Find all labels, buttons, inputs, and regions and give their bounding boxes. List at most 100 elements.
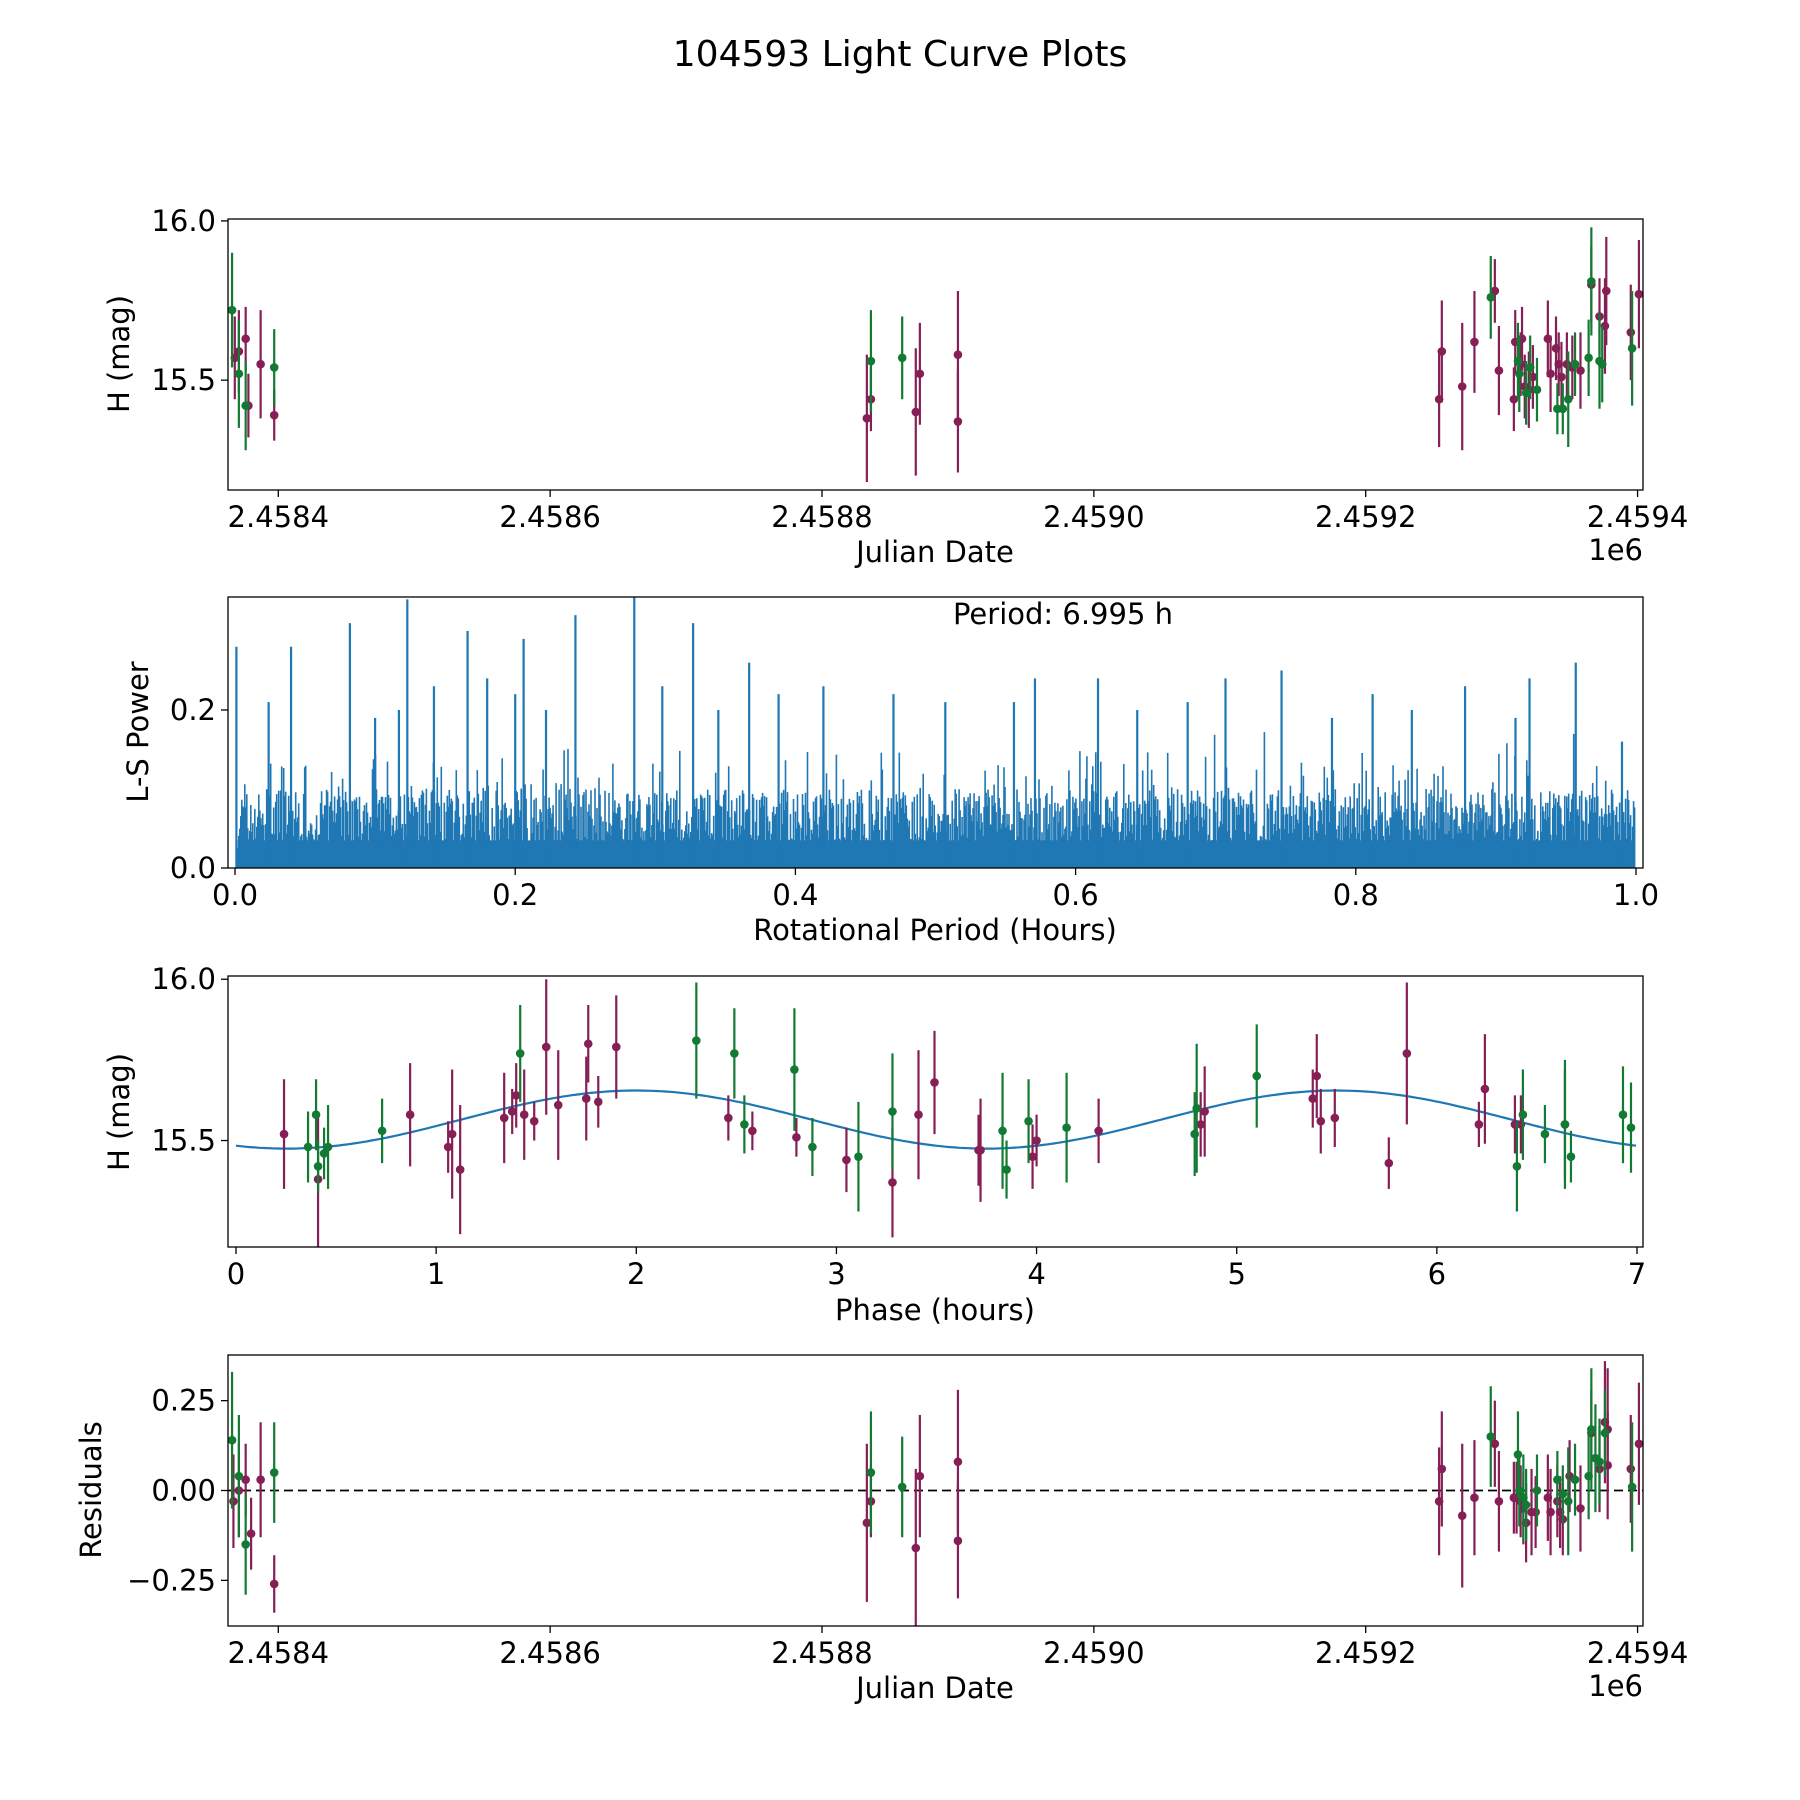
y-tick-label: 15.5 <box>151 363 216 397</box>
light-curve-marks <box>228 227 1643 483</box>
data-point <box>897 353 907 363</box>
x-tick-label: 2.4594 <box>1587 1636 1688 1670</box>
x-tick-label: 2.4586 <box>499 500 600 534</box>
data-point <box>1634 289 1643 299</box>
data-point <box>519 1110 529 1120</box>
data-point <box>1626 1123 1636 1132</box>
data-point <box>1490 1439 1500 1449</box>
series-series_b <box>228 1368 1637 1595</box>
periodogram-xticks: 0.0 0.2 0.4 0.6 0.8 1.0 <box>212 868 1659 912</box>
data-point <box>1601 286 1611 296</box>
data-point <box>1546 1507 1555 1517</box>
data-point <box>915 1471 925 1481</box>
x-tick-label: 1 <box>427 1257 445 1291</box>
series-series_b <box>303 982 1636 1212</box>
data-point <box>1587 1425 1596 1434</box>
data-point <box>1437 347 1447 356</box>
x-tick-label: 5 <box>1227 1257 1245 1291</box>
periodogram-xlabel: Rotational Period (Hours) <box>753 913 1117 947</box>
x-tick-label: 4 <box>1027 1257 1045 1291</box>
data-point <box>1192 1103 1201 1113</box>
data-point <box>1513 1450 1523 1459</box>
data-point <box>1566 1152 1576 1161</box>
data-point <box>256 359 265 369</box>
data-point <box>1494 366 1504 375</box>
x-tick-label: 2.4588 <box>771 500 872 534</box>
x-tick-label: 0.2 <box>492 878 538 912</box>
data-point <box>511 1091 521 1100</box>
data-point <box>1584 353 1593 363</box>
phase-folded-marks <box>235 979 1637 1247</box>
data-point <box>862 1518 872 1528</box>
data-point <box>866 1468 876 1477</box>
figure-title: 104593 Light Curve Plots <box>673 34 1127 75</box>
data-point <box>1576 366 1585 375</box>
data-point <box>1402 1049 1412 1058</box>
data-point <box>953 417 963 426</box>
plot-area <box>228 227 1643 483</box>
y-tick-label: 0.25 <box>151 1384 216 1418</box>
data-point <box>1521 1500 1531 1510</box>
data-point <box>1312 1071 1322 1081</box>
phase-folded-yticks: 15.5 16.0 <box>151 962 228 1158</box>
data-point <box>953 350 963 359</box>
x-tick-label: 6 <box>1428 1257 1446 1291</box>
data-point <box>1563 1496 1573 1506</box>
data-point <box>790 1065 799 1074</box>
data-point <box>241 401 250 410</box>
data-point <box>1062 1123 1071 1132</box>
residuals-xlabel: Julian Date <box>854 1671 1014 1705</box>
periodogram-marks <box>235 597 1636 868</box>
data-point <box>1540 1129 1550 1139</box>
data-point <box>1384 1158 1394 1168</box>
data-point <box>269 1468 279 1477</box>
data-point <box>976 1145 985 1155</box>
data-point <box>911 1543 921 1553</box>
data-point <box>862 414 872 423</box>
data-point <box>1512 1162 1522 1171</box>
data-point <box>1457 382 1467 391</box>
data-point <box>1316 1116 1326 1126</box>
data-point <box>1200 1107 1209 1116</box>
phase-folded-panel: 0 1 2 3 4 5 6 7 15.5 16.0 Phase (hours) H (mag) <box>102 962 1646 1327</box>
data-point <box>1308 1094 1318 1103</box>
series-series_a <box>279 979 1570 1247</box>
data-point <box>319 1149 329 1158</box>
data-point <box>1626 1464 1636 1474</box>
periodogram-ylabel: L-S Power <box>121 661 155 802</box>
residuals-offset-label: 1e6 <box>1588 1669 1643 1703</box>
phase-folded-ylabel: H (mag) <box>102 1053 136 1171</box>
data-point <box>1486 1432 1496 1441</box>
light-curve-ylabel: H (mag) <box>102 295 136 413</box>
x-tick-label: 2.4584 <box>228 500 329 534</box>
data-point <box>953 1536 963 1546</box>
data-point <box>911 407 921 417</box>
light-curve-xticks: 2.4584 2.4586 2.4588 2.4590 2.4592 2.4594 <box>228 490 1688 534</box>
data-point <box>1486 293 1496 302</box>
data-point <box>228 1435 237 1445</box>
data-point <box>914 1110 923 1120</box>
x-tick-label: 2.4590 <box>1043 500 1144 534</box>
data-point <box>234 1471 244 1481</box>
phase-folded-frame <box>227 975 1644 1248</box>
x-tick-label: 0 <box>227 1257 245 1291</box>
data-point <box>888 1107 897 1116</box>
data-point <box>866 356 876 366</box>
data-point <box>1626 328 1636 337</box>
data-point <box>1560 1120 1570 1129</box>
data-point <box>611 1042 621 1052</box>
data-point <box>1437 1464 1447 1474</box>
data-point <box>279 1129 289 1139</box>
data-point <box>1094 1126 1103 1136</box>
data-point <box>1627 1482 1637 1492</box>
light-curve-yticks: 15.5 16.0 <box>151 204 228 397</box>
data-point <box>507 1107 517 1116</box>
data-point <box>256 1475 265 1485</box>
x-tick-label: 0.0 <box>212 878 258 912</box>
data-point <box>792 1133 801 1142</box>
data-point <box>541 1042 551 1052</box>
light-curve-panel: 2.4584 2.4586 2.4588 2.4590 2.4592 2.4594 15.… <box>102 204 1688 569</box>
x-tick-label: 2.4594 <box>1587 500 1688 534</box>
data-point <box>1627 343 1637 353</box>
data-point <box>1634 1439 1643 1449</box>
